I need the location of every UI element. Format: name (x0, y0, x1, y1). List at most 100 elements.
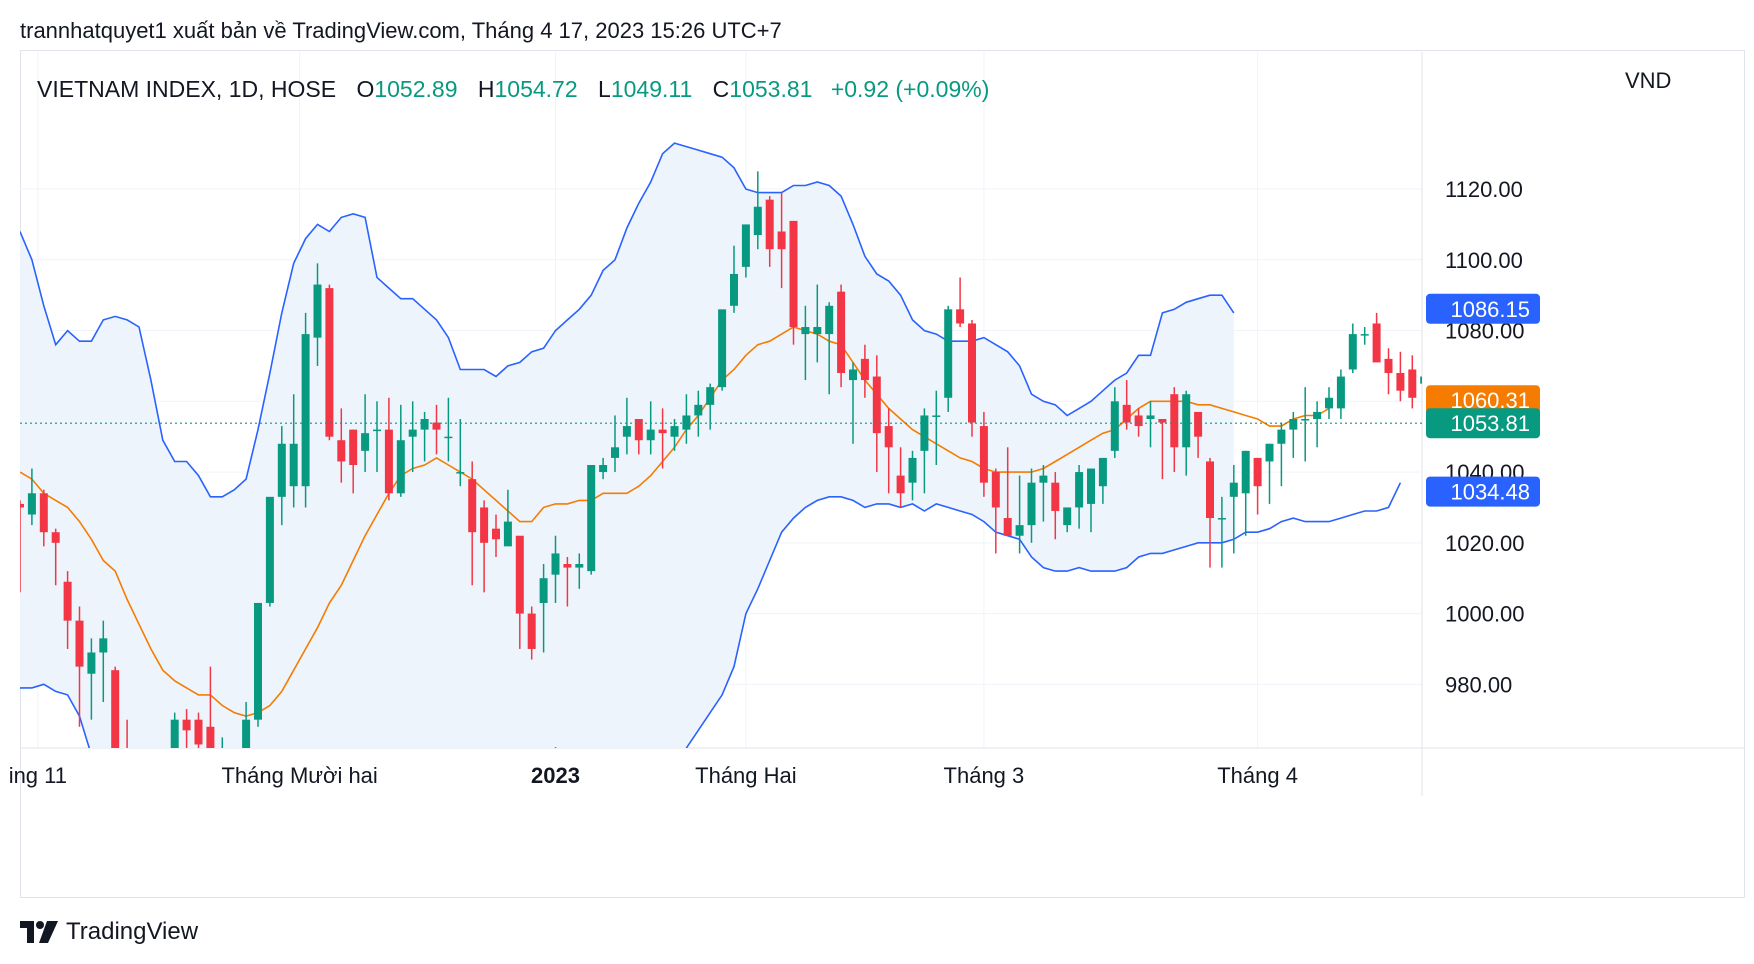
candle-49 (599, 457, 608, 480)
price-badge-2: 1053.81 (1426, 408, 1540, 439)
candle-55 (670, 419, 679, 451)
candle-118 (1420, 376, 1422, 384)
candle-1 (27, 468, 36, 526)
footer-brand[interactable]: TradingView (20, 918, 198, 946)
candle-8 (111, 666, 120, 748)
candle-62 (753, 171, 762, 250)
candle-35 (432, 404, 441, 455)
candle-102 (1229, 464, 1238, 554)
y-tick-label-5: 1020.00 (1445, 531, 1525, 556)
open-value: 1052.89 (374, 76, 458, 102)
candle-52 (634, 419, 643, 455)
candle-0 (20, 500, 24, 593)
candle-43 (527, 606, 536, 660)
candle-7 (99, 620, 108, 703)
candle-3 (51, 528, 60, 586)
candle-107 (1289, 411, 1298, 458)
candle-32 (396, 404, 405, 497)
x-tick-label-4: Tháng 3 (944, 763, 1025, 788)
candle-46 (563, 556, 572, 607)
candle-95 (1146, 401, 1155, 448)
candle-13 (170, 712, 179, 748)
close-label: C (712, 76, 730, 102)
candle-47 (575, 553, 584, 589)
candle-105 (1265, 443, 1274, 504)
candle-14 (182, 709, 191, 748)
candle-27 (337, 408, 346, 483)
candle-98 (1182, 390, 1191, 476)
candle-79 (956, 277, 965, 328)
candle-38 (468, 461, 477, 586)
candle-87 (1051, 472, 1060, 540)
candle-70 (849, 362, 857, 444)
candle-74 (896, 447, 905, 508)
candle-86 (1039, 464, 1048, 522)
open-label: O (356, 76, 375, 102)
candles (20, 171, 1422, 748)
candle-68 (825, 302, 834, 395)
candle-83 (1003, 447, 1012, 536)
candle-25 (313, 263, 322, 366)
candle-100 (1206, 457, 1214, 568)
candle-80 (968, 319, 976, 437)
band-lower-line (20, 482, 1402, 748)
candle-53 (646, 401, 655, 455)
candle-36 (444, 397, 453, 462)
candle-9 (126, 719, 128, 748)
close-value: 1053.81 (729, 76, 813, 102)
candle-19 (242, 702, 251, 748)
candle-28 (349, 429, 358, 494)
high-value: 1054.72 (494, 76, 578, 102)
candle-103 (1241, 450, 1250, 536)
low-value: 1049.11 (610, 76, 693, 102)
candle-30 (373, 401, 381, 473)
currency-unit: VND (1625, 68, 1672, 93)
candle-91 (1098, 457, 1107, 504)
candle-78 (944, 305, 953, 412)
candle-99 (1194, 411, 1203, 458)
symbol-name: VIETNAM INDEX, 1D, HOSE (37, 76, 337, 102)
candle-97 (1170, 387, 1179, 473)
candle-33 (408, 401, 417, 473)
candle-76 (920, 408, 929, 494)
candle-51 (622, 397, 631, 455)
y-tick-label-1: 1100.00 (1445, 248, 1523, 273)
candle-2 (39, 489, 48, 547)
candle-110 (1325, 387, 1333, 419)
change-value: +0.92 (+0.09%) (830, 76, 990, 102)
candle-92 (1110, 387, 1119, 458)
svg-text:1034.48: 1034.48 (1450, 480, 1530, 505)
candle-59 (718, 309, 727, 391)
publisher-header: trannhatquyet1 xuất bản về TradingView.c… (20, 18, 782, 43)
candle-57 (694, 390, 703, 437)
bollinger-bands (20, 142, 1402, 748)
tradingview-logo-icon (20, 921, 58, 943)
candle-22 (277, 426, 286, 526)
candle-90 (1087, 468, 1095, 533)
low-label: L (598, 76, 611, 102)
candle-21 (265, 496, 274, 607)
candle-4 (63, 571, 72, 649)
candle-114 (1372, 312, 1381, 363)
candle-75 (908, 450, 917, 501)
candle-94 (1134, 408, 1143, 437)
candle-48 (587, 464, 596, 575)
candle-45 (551, 535, 560, 603)
candle-96 (1158, 419, 1167, 480)
candle-40 (492, 514, 500, 557)
candle-29 (361, 394, 370, 473)
candle-89 (1075, 464, 1084, 529)
candle-109 (1313, 401, 1322, 448)
high-label: H (477, 76, 495, 102)
candle-42 (515, 535, 524, 649)
candle-41 (503, 489, 512, 547)
candle-39 (480, 500, 489, 593)
candle-64 (777, 192, 786, 289)
candle-54 (658, 408, 667, 469)
candle-112 (1348, 323, 1357, 374)
candle-20 (254, 602, 262, 727)
candle-106 (1277, 422, 1286, 487)
candle-34 (420, 411, 429, 462)
